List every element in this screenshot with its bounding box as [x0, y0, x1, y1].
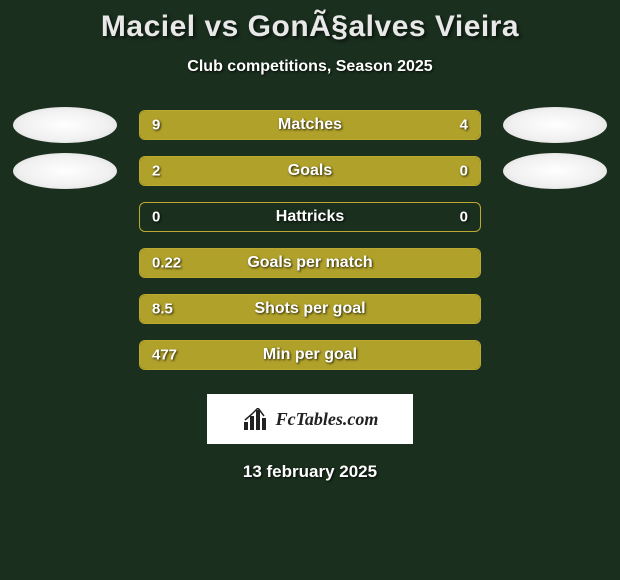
- player-avatar-right: [503, 153, 607, 189]
- stat-value-left: 2: [152, 163, 160, 180]
- stat-value-right: 0: [460, 163, 468, 180]
- stat-label: Shots per goal: [254, 300, 365, 318]
- stat-bar: 0 Hattricks 0: [139, 202, 481, 232]
- stat-label: Matches: [278, 116, 342, 134]
- stat-row: 2 Goals 0: [0, 156, 620, 186]
- stats-list: 9 Matches 4 2 Goals 0 0 Hattricks 0 0.22 Goals per…: [0, 110, 620, 370]
- player-avatar-right: [503, 107, 607, 143]
- stat-value-left: 8.5: [152, 301, 173, 318]
- stat-bar: 2 Goals 0: [139, 156, 481, 186]
- stat-bar: 8.5 Shots per goal: [139, 294, 481, 324]
- subtitle: Club competitions, Season 2025: [0, 58, 620, 76]
- comparison-infographic: Maciel vs GonÃ§alves Vieira Club competi…: [0, 0, 620, 482]
- stat-value-left: 0: [152, 209, 160, 226]
- player-avatar-left: [13, 107, 117, 143]
- stat-value-left: 9: [152, 117, 160, 134]
- stat-label: Hattricks: [276, 208, 344, 226]
- stat-label: Goals: [288, 162, 332, 180]
- player-avatar-left: [13, 153, 117, 189]
- stat-row: 0.22 Goals per match: [0, 248, 620, 278]
- stat-label: Goals per match: [247, 254, 372, 272]
- stat-row: 9 Matches 4: [0, 110, 620, 140]
- stat-bar: 0.22 Goals per match: [139, 248, 481, 278]
- stat-value-right: 0: [460, 209, 468, 226]
- bar-fill-left: [140, 157, 402, 185]
- stat-label: Min per goal: [263, 346, 357, 364]
- logo-bars-icon: [242, 408, 270, 430]
- stat-row: 0 Hattricks 0: [0, 202, 620, 232]
- bar-fill-right: [402, 157, 480, 185]
- date-text: 13 february 2025: [0, 462, 620, 482]
- page-title: Maciel vs GonÃ§alves Vieira: [0, 10, 620, 44]
- stat-row: 477 Min per goal: [0, 340, 620, 370]
- stat-value-right: 4: [460, 117, 468, 134]
- stat-bar: 9 Matches 4: [139, 110, 481, 140]
- stat-value-left: 477: [152, 347, 177, 364]
- stat-row: 8.5 Shots per goal: [0, 294, 620, 324]
- stat-bar: 477 Min per goal: [139, 340, 481, 370]
- logo-text: FcTables.com: [276, 409, 379, 430]
- stat-value-left: 0.22: [152, 255, 181, 272]
- fctables-logo: FcTables.com: [207, 394, 413, 444]
